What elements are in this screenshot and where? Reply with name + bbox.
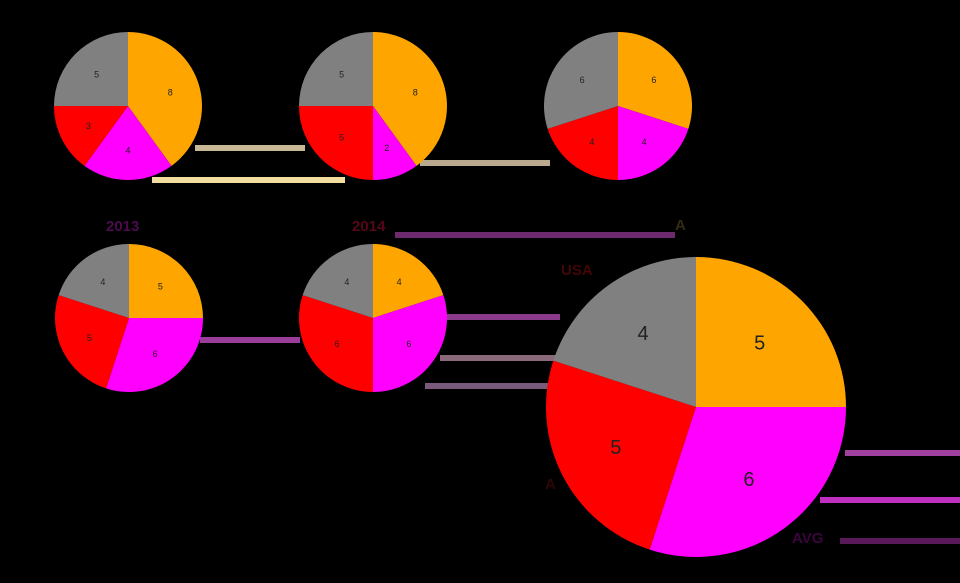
connector-line bbox=[420, 160, 550, 166]
pie-slice-red bbox=[299, 106, 373, 180]
pie-chart-6: 5 6 5 4 bbox=[546, 257, 846, 557]
pie-slice-orange bbox=[129, 244, 203, 318]
slice-value-label: 4 bbox=[397, 277, 402, 287]
pie-slice-red bbox=[55, 295, 129, 389]
pie-6-label-top-left: USA bbox=[561, 262, 593, 279]
pie-slice-orange bbox=[696, 257, 846, 407]
pie-chart-5: 4 6 6 4 bbox=[299, 244, 447, 392]
slice-value-label: 4 bbox=[638, 323, 649, 345]
slice-value-label: 6 bbox=[580, 75, 585, 85]
pie-slice-orange bbox=[128, 32, 203, 166]
slice-value-label: 5 bbox=[339, 70, 344, 80]
connector-line bbox=[840, 538, 960, 544]
pie-chart-1: 8 4 3 5 bbox=[54, 32, 203, 181]
pie-slice-magenta bbox=[373, 106, 417, 180]
slice-value-label: 5 bbox=[158, 282, 163, 292]
pie-slice-orange bbox=[618, 32, 692, 129]
slice-value-label: 8 bbox=[413, 87, 418, 97]
connector-line bbox=[440, 355, 565, 361]
connector-line bbox=[152, 177, 345, 183]
slice-value-label: 5 bbox=[610, 437, 621, 459]
pie-slice-gray bbox=[302, 244, 373, 318]
pie-slice-magenta bbox=[84, 106, 172, 181]
slice-value-label: 4 bbox=[642, 137, 647, 147]
slice-value-label: 5 bbox=[754, 332, 765, 354]
slice-value-label: 5 bbox=[94, 70, 99, 80]
slice-value-label: 4 bbox=[344, 277, 349, 287]
slice-value-label: 4 bbox=[125, 145, 130, 155]
pie-slice-magenta bbox=[649, 407, 846, 557]
pie-slice-magenta bbox=[618, 106, 689, 180]
pie-6-label-top-right: A bbox=[675, 217, 686, 234]
pie-5-title: 2014 bbox=[352, 218, 386, 235]
pie-chart-3: 6 4 4 6 bbox=[544, 32, 692, 180]
pie-slice-red bbox=[299, 295, 373, 392]
slice-value-label: 3 bbox=[86, 121, 91, 131]
pie-slice-red bbox=[547, 106, 618, 180]
pie-slice-gray bbox=[553, 257, 696, 407]
connector-line bbox=[425, 383, 555, 389]
slice-value-label: 5 bbox=[339, 132, 344, 142]
slice-value-label: 4 bbox=[100, 277, 105, 287]
pie-slice-orange bbox=[373, 244, 444, 318]
pie-chart-4: 5 6 5 4 bbox=[55, 244, 203, 392]
connector-line bbox=[195, 145, 305, 151]
pie-slice-gray bbox=[544, 32, 618, 129]
pie-slice-magenta bbox=[106, 318, 203, 392]
pie-slice-magenta bbox=[373, 295, 447, 392]
slice-value-label: 6 bbox=[651, 75, 656, 85]
connector-line bbox=[200, 337, 300, 343]
slice-value-label: 6 bbox=[153, 349, 158, 359]
connector-line bbox=[395, 232, 675, 238]
pie-4-title: 2013 bbox=[106, 218, 140, 235]
pie-slice-red bbox=[54, 106, 128, 166]
pie-6-label-bottom-right: AVG bbox=[792, 530, 824, 547]
pie-slice-gray bbox=[299, 32, 373, 106]
pie-slice-orange bbox=[373, 32, 447, 166]
slice-value-label: 6 bbox=[406, 339, 411, 349]
pie-slice-gray bbox=[58, 244, 129, 318]
connector-line bbox=[845, 450, 960, 456]
connector-line bbox=[820, 497, 960, 503]
slice-value-label: 4 bbox=[589, 137, 594, 147]
slice-value-label: 6 bbox=[335, 339, 340, 349]
pie-6-label-left: A bbox=[545, 476, 556, 493]
slice-value-label: 5 bbox=[87, 333, 92, 343]
slice-value-label: 8 bbox=[168, 87, 173, 97]
pie-chart-2: 8 2 5 5 bbox=[299, 32, 447, 180]
connector-line bbox=[445, 314, 560, 320]
slice-value-label: 2 bbox=[384, 143, 389, 153]
slice-value-label: 6 bbox=[743, 469, 754, 491]
pie-slice-red bbox=[546, 360, 696, 550]
pie-slice-gray bbox=[54, 32, 128, 106]
